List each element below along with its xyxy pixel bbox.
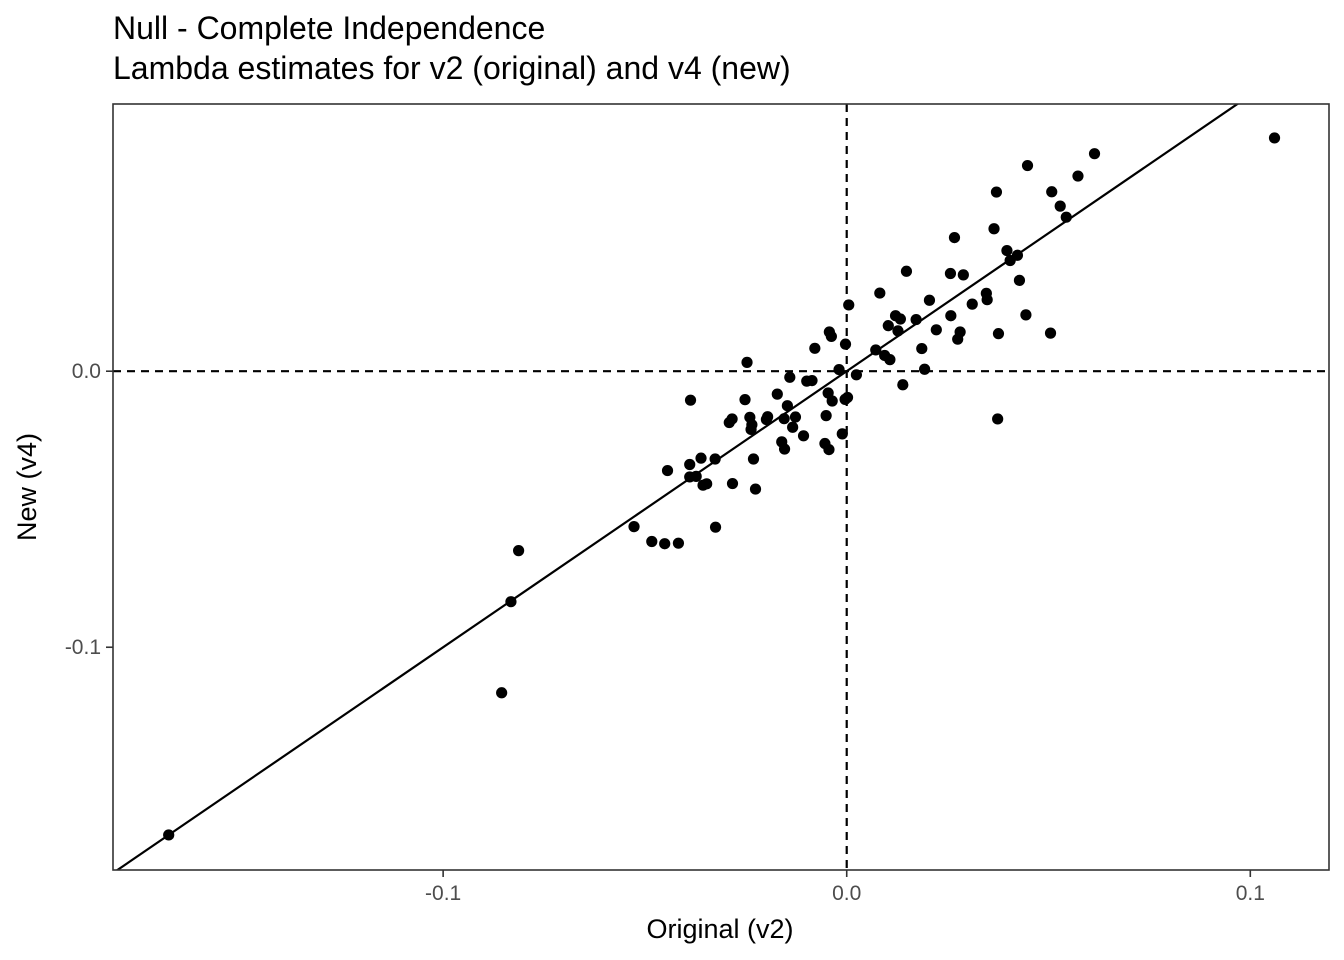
- data-point: [843, 299, 855, 311]
- data-point: [726, 413, 738, 425]
- data-point: [900, 265, 913, 277]
- data-point: [884, 354, 896, 366]
- x-tick-label: -0.1: [425, 882, 461, 905]
- data-point: [990, 186, 1003, 198]
- data-point: [981, 294, 993, 306]
- data-point: [1072, 170, 1084, 182]
- identity-line: [115, 104, 1240, 870]
- data-point: [806, 374, 818, 387]
- data-point: [1060, 211, 1072, 223]
- y-axis-title: New (v4): [12, 433, 42, 541]
- data-point: [726, 477, 739, 490]
- data-point: [1268, 132, 1281, 144]
- data-point: [771, 388, 783, 400]
- data-point: [839, 338, 852, 350]
- data-point: [809, 342, 821, 354]
- data-point: [992, 328, 1005, 340]
- data-point: [894, 313, 906, 325]
- data-point: [882, 320, 894, 332]
- data-point: [787, 421, 799, 433]
- data-point: [954, 326, 966, 338]
- data-point: [778, 413, 790, 425]
- data-point: [747, 453, 760, 465]
- plot-area: [112, 103, 1330, 871]
- data-point: [1054, 200, 1066, 212]
- data-point: [874, 287, 886, 299]
- data-point: [741, 356, 753, 368]
- data-point: [944, 267, 957, 280]
- data-point: [778, 443, 791, 455]
- data-point: [948, 232, 961, 244]
- data-point: [746, 419, 758, 431]
- data-point: [892, 325, 904, 337]
- data-point: [1046, 186, 1058, 198]
- data-point: [841, 391, 854, 404]
- x-axis-title: Original (v2): [646, 914, 793, 944]
- data-point: [684, 458, 696, 471]
- data-point: [910, 313, 922, 326]
- data-point: [749, 483, 762, 495]
- data-point: [966, 298, 978, 310]
- data-point: [690, 470, 702, 482]
- data-point: [923, 294, 936, 306]
- data-point: [762, 411, 774, 423]
- data-point: [1044, 327, 1057, 339]
- data-point: [781, 400, 793, 412]
- data-point: [797, 430, 810, 442]
- data-point: [1011, 249, 1024, 261]
- data-point: [739, 394, 751, 406]
- data-point: [1020, 309, 1032, 321]
- data-point: [784, 371, 796, 383]
- data-point: [916, 342, 928, 355]
- data-point: [659, 538, 671, 550]
- data-point: [709, 453, 721, 465]
- data-point: [992, 413, 1004, 425]
- data-point: [850, 369, 863, 381]
- data-point: [945, 310, 957, 322]
- data-point: [836, 428, 848, 440]
- x-tick-label: 0.1: [1236, 882, 1265, 905]
- chart-subtitle: Lambda estimates for v2 (original) and v…: [113, 50, 791, 86]
- data-point: [695, 452, 707, 464]
- data-point: [833, 363, 845, 376]
- y-tick-label: -0.1: [65, 636, 101, 659]
- data-point: [820, 410, 832, 422]
- data-point: [823, 443, 835, 456]
- data-point: [957, 269, 969, 281]
- plot-contents: [113, 104, 1329, 870]
- data-point: [1088, 148, 1101, 160]
- data-point: [930, 324, 942, 336]
- data-point: [919, 363, 931, 375]
- data-point: [709, 521, 722, 533]
- data-point: [988, 223, 1000, 235]
- data-point: [1001, 244, 1013, 257]
- data-point: [496, 687, 508, 699]
- data-point: [701, 478, 713, 490]
- data-point: [628, 521, 640, 533]
- x-tick-label: 0.0: [832, 882, 861, 905]
- data-point: [505, 596, 517, 608]
- data-point: [1013, 274, 1026, 286]
- y-tick-label: 0.0: [72, 360, 101, 383]
- data-point: [1021, 159, 1034, 172]
- data-point: [661, 464, 674, 477]
- data-point: [163, 829, 175, 841]
- plot-border: [112, 103, 1330, 871]
- data-point: [684, 394, 697, 406]
- plot-background: [113, 104, 1329, 870]
- data-point: [826, 395, 838, 407]
- data-point: [513, 545, 525, 557]
- data-point: [870, 344, 882, 356]
- chart-title: Null - Complete Independence: [113, 10, 545, 46]
- data-point: [646, 535, 658, 548]
- y-axis-ticks: -0.1 0.0: [65, 360, 113, 659]
- data-point: [672, 537, 685, 549]
- data-point: [825, 330, 837, 343]
- data-point: [897, 379, 909, 391]
- data-point: [789, 411, 802, 423]
- x-axis-ticks: -0.1 0.0 0.1: [425, 870, 1265, 905]
